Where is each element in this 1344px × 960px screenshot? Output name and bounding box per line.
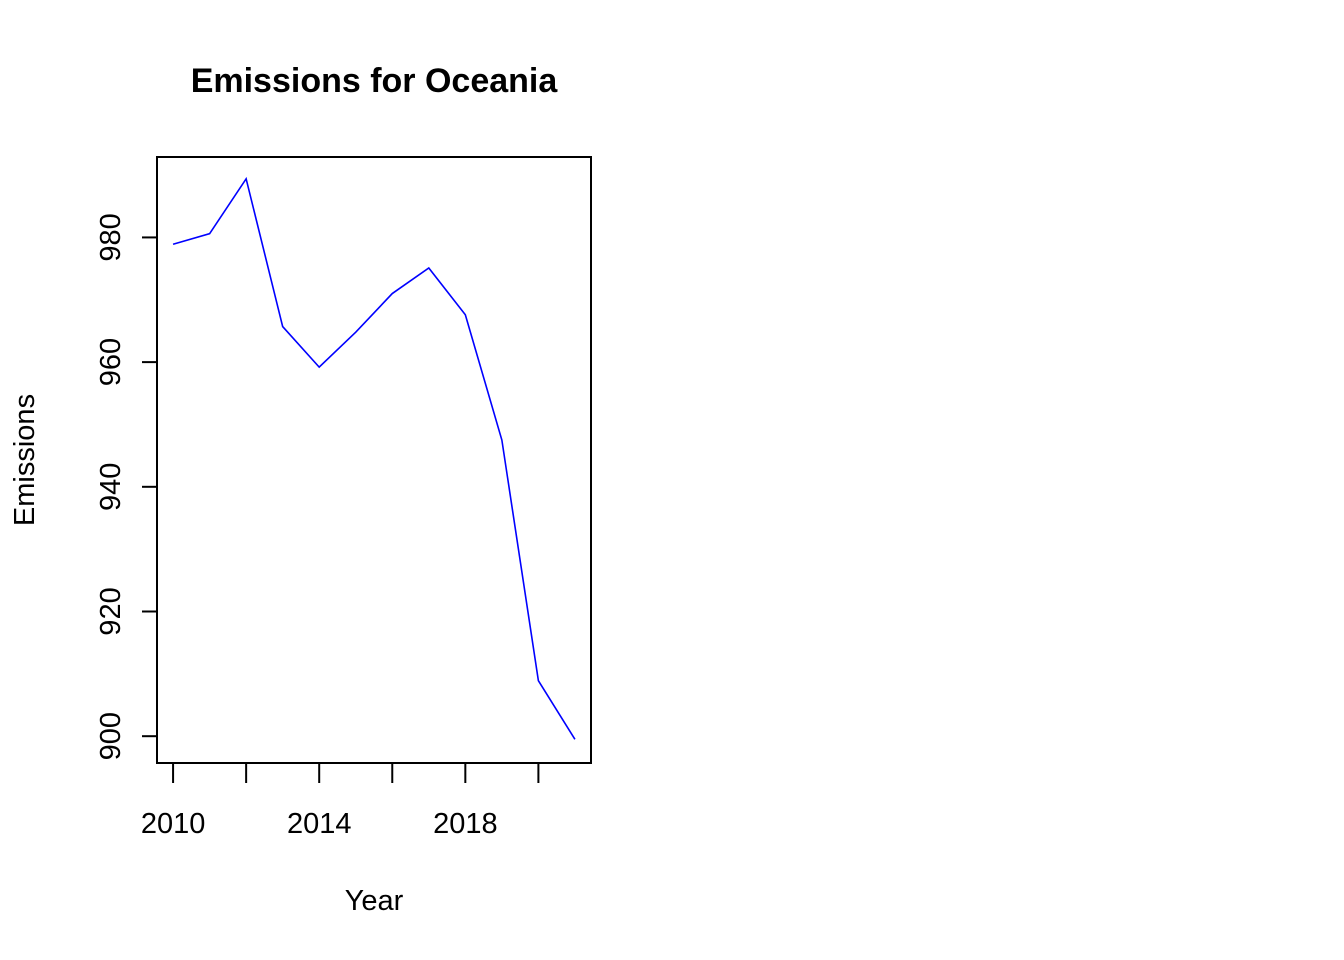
y-tick-label: 940 <box>95 463 127 511</box>
y-tick-label: 980 <box>95 213 127 261</box>
x-axis-label: Year <box>345 885 404 917</box>
y-tick-label: 900 <box>95 712 127 760</box>
series-layer <box>172 176 576 740</box>
series-line <box>172 176 576 740</box>
y-tick-label: 960 <box>95 338 127 386</box>
x-tick-label: 2018 <box>433 808 498 840</box>
x-tick-label: 2014 <box>287 808 352 840</box>
x-tick-label: 2010 <box>141 808 206 840</box>
plot-area-border <box>156 156 592 764</box>
y-tick-label: 920 <box>95 587 127 635</box>
x-axis: 2010 2014 2018 <box>141 762 540 840</box>
y-axis-label: Emissions <box>9 394 41 526</box>
y-axis: 900 920 940 960 980 <box>95 213 158 760</box>
chart-title: Emissions for Oceania <box>191 62 559 100</box>
